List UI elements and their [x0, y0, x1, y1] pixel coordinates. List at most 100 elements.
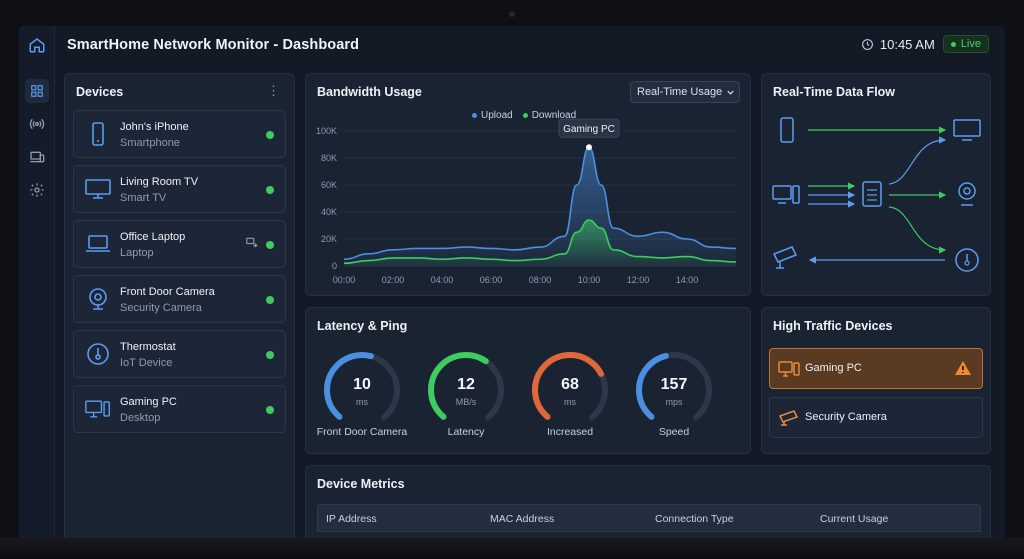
bandwidth-panel: Bandwidth Usage Real-Time Usage Upload D…	[305, 73, 751, 296]
device-name: Office Laptop	[120, 231, 186, 243]
online-status-icon	[266, 241, 274, 249]
gauge-value: 10	[353, 376, 371, 393]
grid-icon[interactable]	[25, 79, 49, 103]
series-area-download	[344, 220, 736, 266]
col-current-usage[interactable]: Current Usage	[820, 513, 889, 525]
live-label: Live	[960, 38, 981, 50]
gauge-unit: MB/s	[455, 397, 477, 407]
page-title: SmartHome Network Monitor - Dashboard	[67, 37, 360, 53]
dashboard-screen: SmartHome Network Monitor - Dashboard 10…	[19, 26, 1005, 538]
device-name: Gaming PC	[120, 396, 177, 408]
peak-point	[586, 144, 592, 151]
y-tick-label: 100K	[316, 126, 337, 136]
y-tick-label: 60K	[321, 180, 337, 190]
series-area-upload	[344, 147, 736, 266]
series-line-download	[343, 219, 737, 265]
device-name: Living Room TV	[120, 176, 199, 188]
gauge-ring	[532, 352, 608, 428]
download-swatch-icon	[522, 113, 528, 118]
traffic-title: High Traffic Devices	[773, 319, 893, 333]
online-status-icon	[266, 406, 274, 414]
device-card-iphone[interactable]: John's iPhone Smartphone	[73, 110, 286, 158]
devices-icon[interactable]	[25, 145, 49, 169]
header-status: 10:45 AM Live	[861, 35, 989, 53]
chevron-down-icon	[727, 90, 734, 95]
gauge-value: 68	[561, 376, 579, 393]
device-card-laptop[interactable]: Office Laptop Laptop	[73, 220, 286, 268]
time-label: 10:45 AM	[879, 36, 935, 52]
metrics-table-header: IP Address MAC Address Connection Type C…	[317, 504, 981, 532]
y-tick-label: 40K	[321, 207, 337, 217]
flow-computer-icon	[772, 185, 800, 204]
bandwidth-chart: 0 20K 40K 60K 80K 100K 00:00 02:00 04:00 06:00 08:…	[316, 118, 737, 285]
traffic-panel: High Traffic Devices Gaming PC Security …	[761, 307, 991, 454]
gauge-label: Increased	[546, 426, 594, 438]
warning-icon	[954, 360, 972, 381]
device-name: John's iPhone	[120, 121, 189, 133]
tooltip-label: Gaming PC	[563, 124, 615, 135]
gauge-front-door-camera: 10 ms	[322, 350, 402, 430]
home-icon[interactable]	[25, 33, 49, 57]
device-card-gaming-pc[interactable]: Gaming PC Desktop	[73, 385, 286, 433]
dataflow-panel: Real-Time Data Flow	[761, 73, 991, 296]
live-badge: Live	[942, 35, 989, 53]
device-name: Thermostat	[120, 341, 176, 353]
device-card-tv[interactable]: Living Room TV Smart TV	[73, 165, 286, 213]
legend-label: Upload	[481, 110, 513, 121]
gauge-ring	[323, 352, 400, 428]
sidebar	[19, 26, 55, 538]
gauge-ring	[427, 352, 504, 428]
x-tick-label: 12:00	[627, 275, 650, 285]
live-dot-icon	[950, 41, 956, 47]
device-type: Desktop	[120, 412, 161, 424]
legend-download: Download	[522, 110, 577, 121]
metrics-panel: Device Metrics IP Address MAC Address Co…	[305, 465, 991, 538]
col-ip-address[interactable]: IP Address	[326, 513, 377, 525]
select-value: Real-Time Usage	[637, 86, 723, 98]
upload-swatch-icon	[472, 113, 477, 118]
devices-panel: Devices ⋮ John's iPhone Smartphone Livin…	[64, 73, 295, 538]
sync-icon	[245, 236, 259, 255]
online-status-icon	[266, 296, 274, 304]
gauge-unit: mps	[665, 397, 683, 407]
flow-thermostat-icon	[955, 248, 979, 272]
col-connection-type[interactable]: Connection Type	[655, 513, 734, 525]
online-status-icon	[266, 186, 274, 194]
device-name: Front Door Camera	[120, 286, 215, 298]
x-tick-label: 10:00	[578, 275, 601, 285]
device-type: Laptop	[120, 247, 154, 259]
wireless-icon[interactable]	[25, 112, 49, 136]
col-mac-address[interactable]: MAC Address	[490, 513, 555, 525]
traffic-item-security-camera[interactable]: Security Camera	[769, 397, 983, 438]
webcam-icon	[509, 11, 515, 17]
gauge-ring	[636, 352, 712, 428]
legend-label: Download	[531, 110, 577, 121]
gauge-value: 12	[457, 376, 475, 393]
gauge-value: 157	[660, 376, 688, 393]
gauge-unit: ms	[564, 397, 576, 407]
more-options-icon[interactable]: ⋮	[267, 83, 280, 98]
traffic-label: Gaming PC	[805, 362, 862, 374]
flow-camera-icon	[958, 182, 976, 206]
flow-phone-icon	[780, 117, 794, 143]
device-card-thermostat[interactable]: Thermostat IoT Device	[73, 330, 286, 378]
gear-icon[interactable]	[25, 178, 49, 202]
clock-icon	[861, 38, 873, 50]
usage-mode-select[interactable]: Real-Time Usage	[630, 81, 740, 103]
device-card-camera[interactable]: Front Door Camera Security Camera	[73, 275, 286, 323]
dataflow-title: Real-Time Data Flow	[773, 85, 896, 99]
online-status-icon	[266, 351, 274, 359]
x-tick-label: 06:00	[480, 275, 503, 285]
camera-icon	[85, 286, 111, 312]
device-type: Smart TV	[120, 192, 167, 204]
traffic-item-gaming-pc[interactable]: Gaming PC	[769, 348, 983, 389]
device-type: IoT Device	[120, 357, 173, 369]
x-tick-label: 08:00	[529, 275, 552, 285]
device-type: Security Camera	[120, 302, 202, 314]
flow-tv-icon	[953, 119, 981, 141]
thermostat-icon	[85, 341, 111, 367]
security-camera-icon	[778, 410, 800, 431]
y-tick-label: 20K	[321, 234, 337, 244]
desktop-icon	[778, 361, 800, 382]
x-tick-label: 00:00	[333, 275, 356, 285]
